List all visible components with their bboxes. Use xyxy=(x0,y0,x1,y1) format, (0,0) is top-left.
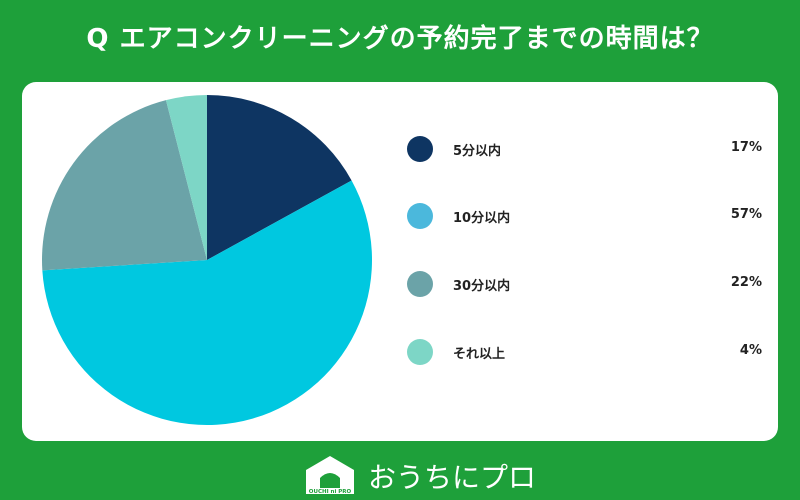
legend-value: 22% xyxy=(730,275,762,290)
legend-label: 30分以内 xyxy=(453,279,511,294)
legend-swatch xyxy=(407,339,433,365)
chart-title: Q エアコンクリーニングの予約完了までの時間は？ xyxy=(86,24,714,54)
legend-label: 5分以内 xyxy=(453,144,502,159)
chart-card: 5分以内 17% 10分以内 57% 30分以内 22% それ以上 4% xyxy=(22,82,778,441)
legend-label: 10分以内 xyxy=(453,211,511,226)
logo-mark-text: OUCHI ni PRO xyxy=(309,489,352,495)
legend-item-5min: 5分以内 17% xyxy=(407,134,762,164)
pie-slice-5min xyxy=(207,95,352,260)
brand-logo: OUCHI ni PRO おうちにプロ xyxy=(304,452,536,496)
legend-value: 57% xyxy=(730,207,762,222)
house-icon: OUCHI ni PRO xyxy=(306,456,354,495)
pie-slice-more xyxy=(165,95,207,260)
legend-swatch xyxy=(407,136,433,162)
legend-swatch xyxy=(407,271,433,297)
legend-value: 17% xyxy=(730,140,762,155)
legend-label: それ以上 xyxy=(453,347,506,362)
logo-text: おうちにプロ xyxy=(368,461,537,494)
pie-chart xyxy=(42,95,372,425)
pie-slice-10min xyxy=(42,180,372,425)
legend-item-more: それ以上 4% xyxy=(407,337,762,367)
legend-item-10min: 10分以内 57% xyxy=(407,201,762,231)
legend-swatch xyxy=(407,203,433,229)
pie-slice-30min xyxy=(42,100,207,271)
legend-value: 4% xyxy=(739,343,762,358)
legend-item-30min: 30分以内 22% xyxy=(407,269,762,299)
